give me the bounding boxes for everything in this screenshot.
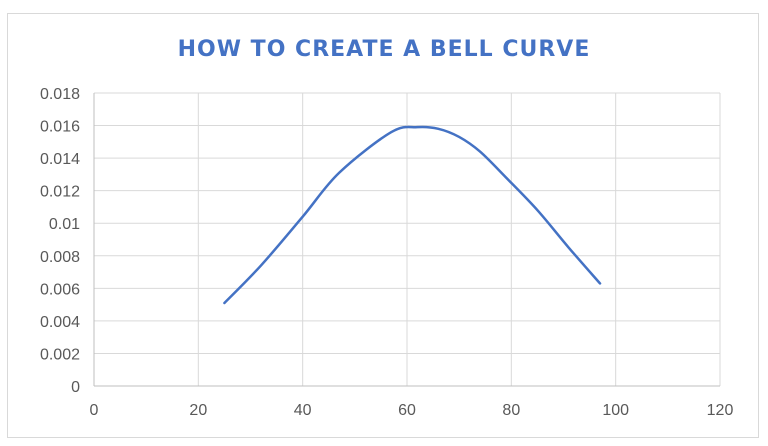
chart-area: HOW TO CREATE A BELL CURVE 0 0.002 0.004 0.… <box>7 13 759 438</box>
tick-labels: 0 0.002 0.004 0.006 0.008 0.01 0.012 0.014 0.016… <box>40 86 733 419</box>
y-tick-label: 0.016 <box>40 119 80 136</box>
y-tick-label: 0.018 <box>40 86 80 103</box>
x-tick-label: 120 <box>707 402 734 419</box>
y-tick-label: 0.008 <box>40 249 80 266</box>
bell-curve-chart: HOW TO CREATE A BELL CURVE 0 0.002 0.004 0.… <box>40 37 733 419</box>
series-layer <box>223 125 602 305</box>
x-tick-label: 60 <box>398 402 416 419</box>
y-tick-label: 0.002 <box>40 346 80 363</box>
y-tick-label: 0.004 <box>40 314 80 331</box>
axes <box>93 93 720 387</box>
y-tick-label: 0.006 <box>40 281 80 298</box>
bell-curve-line <box>223 125 602 305</box>
x-tick-label: 80 <box>502 402 520 419</box>
x-tick-label: 100 <box>602 402 629 419</box>
y-tick-label: 0.012 <box>40 184 80 201</box>
y-tick-label: 0.01 <box>49 216 80 233</box>
x-tick-label: 20 <box>189 402 207 419</box>
y-tick-label: 0 <box>71 379 80 396</box>
x-tick-label: 0 <box>90 402 99 419</box>
gridlines <box>94 92 721 386</box>
chart-title: HOW TO CREATE A BELL CURVE <box>178 37 591 62</box>
x-tick-label: 40 <box>294 402 312 419</box>
y-tick-label: 0.014 <box>40 151 80 168</box>
